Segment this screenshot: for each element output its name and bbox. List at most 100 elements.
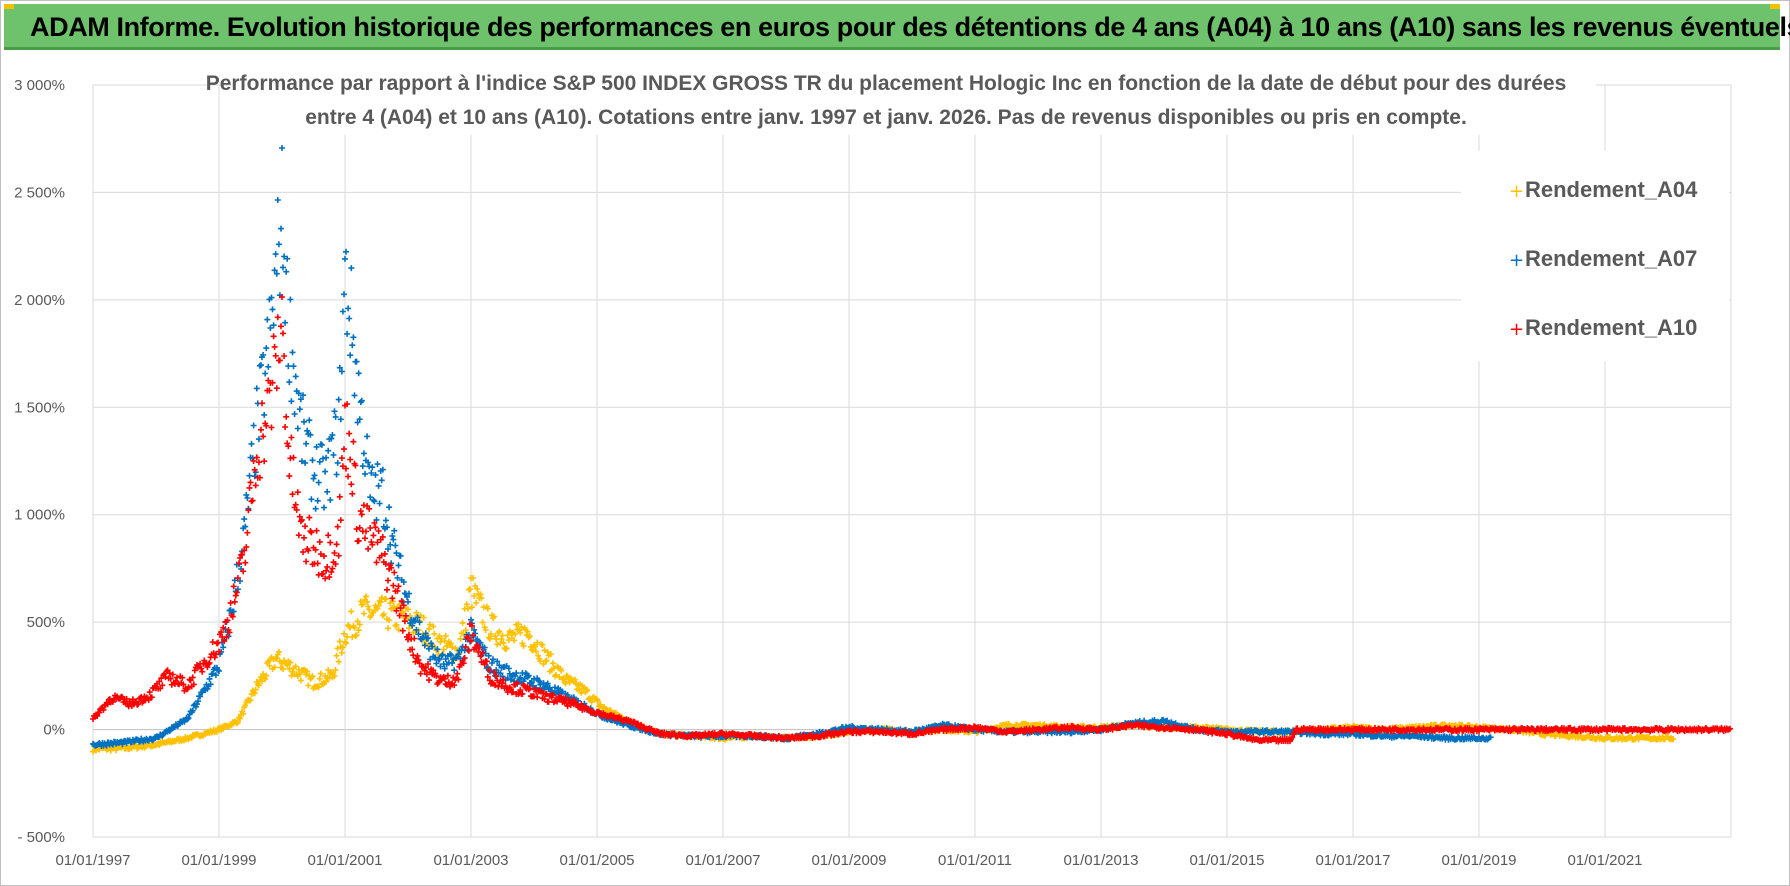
data-point [234,586,241,593]
data-point [351,392,358,399]
data-point [384,524,390,531]
data-point [375,482,382,489]
data-point [157,685,164,692]
data-point [360,450,367,457]
y-tick-label: - 500% [17,829,65,846]
data-point [322,468,329,475]
data-point [364,598,370,605]
data-point [367,494,374,501]
data-point [1289,734,1296,741]
data-point [104,701,111,708]
data-point [492,633,499,640]
data-point [373,559,380,566]
x-tick-label: 01/01/2005 [559,852,634,869]
data-point [427,656,434,663]
data-point [166,670,173,677]
data-point [195,698,201,705]
data-point [229,613,236,620]
data-point [288,434,295,441]
data-point [306,417,313,424]
data-point [270,333,277,340]
data-point [285,443,292,450]
data-point [268,294,275,301]
data-point [494,658,501,665]
data-point [342,255,348,262]
data-point [417,612,424,619]
data-point [289,349,296,356]
data-point [247,697,254,704]
x-tick-label: 01/01/2021 [1567,852,1642,869]
data-point [348,481,355,488]
data-point [485,652,492,659]
data-point [481,644,488,651]
data-point [448,652,454,659]
data-point [353,526,360,533]
data-point [455,651,462,658]
data-point [109,698,116,705]
data-point [359,463,366,470]
data-point [484,664,491,671]
data-point [385,546,391,553]
data-point [301,418,307,425]
data-point [374,461,381,468]
data-point [332,561,339,567]
data-point [395,626,402,633]
data-point [325,667,332,674]
data-point [378,552,385,559]
data-point [255,459,262,466]
data-point [284,662,291,669]
data-point [409,646,416,653]
data-point [266,387,273,394]
data-point [493,673,500,680]
chart-subtitle-line2: entre 4 (A04) et 10 ans (A10). Cotations… [305,106,1467,129]
data-point [422,630,429,637]
data-point [174,674,180,681]
subtitle-background [236,63,1596,135]
data-point [262,675,269,682]
data-point [184,716,191,723]
data-point [286,665,293,672]
data-point [298,458,305,465]
data-point [366,463,373,470]
data-point [341,446,347,453]
data-point [240,710,247,717]
data-point [282,319,289,326]
data-point [482,650,489,657]
data-point [511,637,518,644]
data-point [309,673,316,680]
data-point [385,577,391,584]
data-point [365,545,372,552]
data-point [460,660,467,667]
data-point [393,607,400,614]
data-point [244,495,251,501]
data-point [393,550,400,557]
data-point [242,702,249,709]
data-point [247,479,254,486]
data-point [333,541,340,548]
data-point [635,720,641,727]
data-point [371,520,378,526]
data-point [549,691,556,698]
data-point [353,631,360,638]
data-point [526,632,533,639]
data-point [259,678,266,685]
data-point [324,488,331,495]
data-point [389,595,396,602]
data-point [215,639,221,646]
data-point [478,595,485,602]
data-point [258,362,264,369]
data-point [439,651,446,658]
data-point [499,680,506,687]
data-point [253,454,260,461]
data-point [360,610,367,617]
data-point [250,422,257,429]
data-point [328,569,335,575]
data-point [505,637,512,644]
data-point [326,574,333,581]
data-point [386,504,393,511]
data-point [304,427,311,434]
data-point [504,632,511,639]
data-point [546,684,553,691]
data-point [266,662,273,669]
x-tick-label: 01/01/2015 [1189,852,1264,869]
